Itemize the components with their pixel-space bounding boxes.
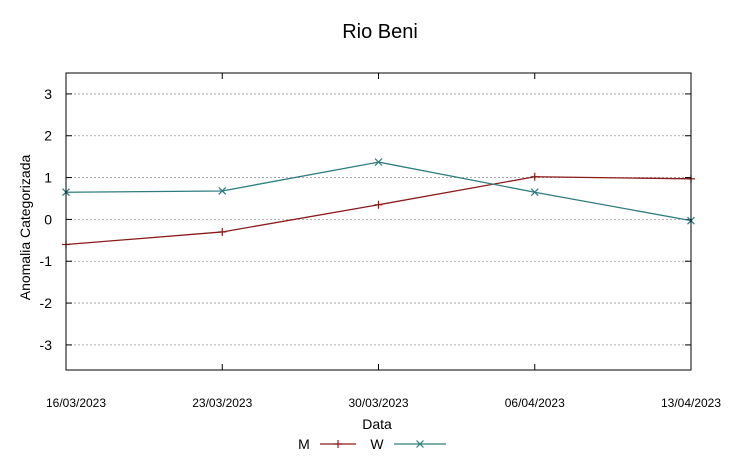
x-tick-labels: 16/03/2023 23/03/2023 30/03/2023 06/04/2023…: [46, 396, 721, 410]
data-point: [218, 227, 227, 236]
x-tick-label: 30/03/2023: [348, 396, 408, 410]
series-line-m: [65, 176, 692, 246]
y-tick-label: 2: [44, 128, 52, 144]
data-point: [416, 440, 424, 448]
series-line-w: [65, 161, 692, 222]
legend-label-m: M: [298, 436, 310, 452]
data-point: [218, 187, 227, 195]
x-tick-label: 16/03/2023: [46, 396, 106, 410]
x-tick-label: 23/03/2023: [192, 396, 252, 410]
y-tick-label: 1: [44, 170, 52, 186]
y-tick-label: 3: [44, 86, 52, 102]
grid-lines: [65, 73, 692, 370]
y-axis-label: Anomalia Categorizada: [17, 155, 33, 301]
y-tick-labels: -3 -2 -1 0 1 2 3: [40, 86, 53, 353]
series: [62, 158, 695, 249]
data-point: [374, 158, 383, 167]
y-tick-label: -2: [40, 295, 53, 311]
data-point: [530, 188, 539, 197]
y-tick-label: 0: [44, 211, 52, 227]
chart-title: Rio Beni: [342, 21, 418, 43]
y-tick-label: -3: [40, 337, 53, 353]
data-point: [530, 172, 539, 181]
data-point: [374, 200, 383, 209]
x-tick-label: 06/04/2023: [505, 396, 565, 410]
legend-label-w: W: [370, 436, 384, 452]
x-tick-label: 13/04/2023: [661, 396, 721, 410]
x-axis-label: Data: [362, 416, 392, 432]
data-point: [334, 440, 342, 448]
y-tick-label: -1: [40, 253, 53, 269]
plot-frame: [65, 72, 692, 371]
